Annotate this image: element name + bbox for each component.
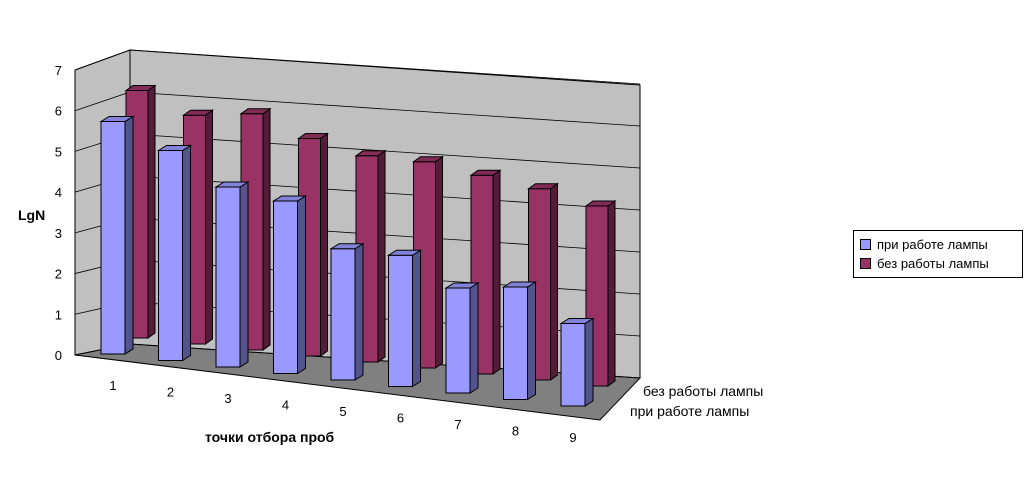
bar-series-0 <box>271 195 308 375</box>
legend-item-series-1: без работы лампы <box>860 254 1016 273</box>
x-tick-label: 5 <box>339 404 346 419</box>
bar-series-0 <box>329 242 365 381</box>
series-front-bars <box>99 115 595 407</box>
x-tick-label: 1 <box>109 378 116 393</box>
y-tick-label: 2 <box>55 267 62 282</box>
gridline <box>74 91 131 112</box>
bar-series-0 <box>156 144 193 362</box>
legend-item-series-0: при работе лампы <box>860 235 1016 254</box>
x-tick-label: 9 <box>569 430 576 445</box>
y-tick-label: 3 <box>55 226 62 241</box>
bar-series-0 <box>444 282 480 394</box>
legend-swatch <box>860 258 871 269</box>
legend-label: без работы лампы <box>877 256 989 271</box>
x-tick-label: 6 <box>397 411 404 426</box>
x-tick-label: 8 <box>512 424 519 439</box>
x-axis-title: точки отбора проб <box>205 429 335 445</box>
y-tick-label: 6 <box>55 104 62 119</box>
x-tick-label: 2 <box>167 385 174 400</box>
gridline <box>129 49 641 85</box>
x-tick-label: 3 <box>224 391 231 406</box>
y-tick-label: 0 <box>55 348 62 363</box>
bar-series-0 <box>501 281 538 401</box>
y-axis-title: LgN <box>18 207 45 223</box>
bar-series-0 <box>214 181 250 368</box>
gridline <box>129 91 641 127</box>
y-tick-labels: 0 1 2 3 4 5 6 7 <box>55 63 62 363</box>
bar-series-0 <box>559 317 595 407</box>
bar-series-0 <box>99 115 135 355</box>
y-tick-label: 1 <box>55 307 62 322</box>
legend-label: при работе лампы <box>877 237 988 252</box>
legend-swatch <box>860 239 871 250</box>
y-tick-label: 7 <box>55 63 62 78</box>
depth-label-back: без работы лампы <box>643 383 763 399</box>
y-tick-label: 4 <box>55 185 62 200</box>
x-tick-labels: 1 2 3 4 5 6 7 8 9 <box>109 378 576 445</box>
y-tick-label: 5 <box>55 144 62 159</box>
x-tick-label: 4 <box>282 398 289 413</box>
bar-series-0 <box>386 249 423 388</box>
depth-label-front: при работе лампы <box>630 403 749 419</box>
legend: при работе лампы без работы лампы <box>853 230 1023 278</box>
gridline <box>74 49 131 71</box>
x-tick-label: 7 <box>454 417 461 432</box>
